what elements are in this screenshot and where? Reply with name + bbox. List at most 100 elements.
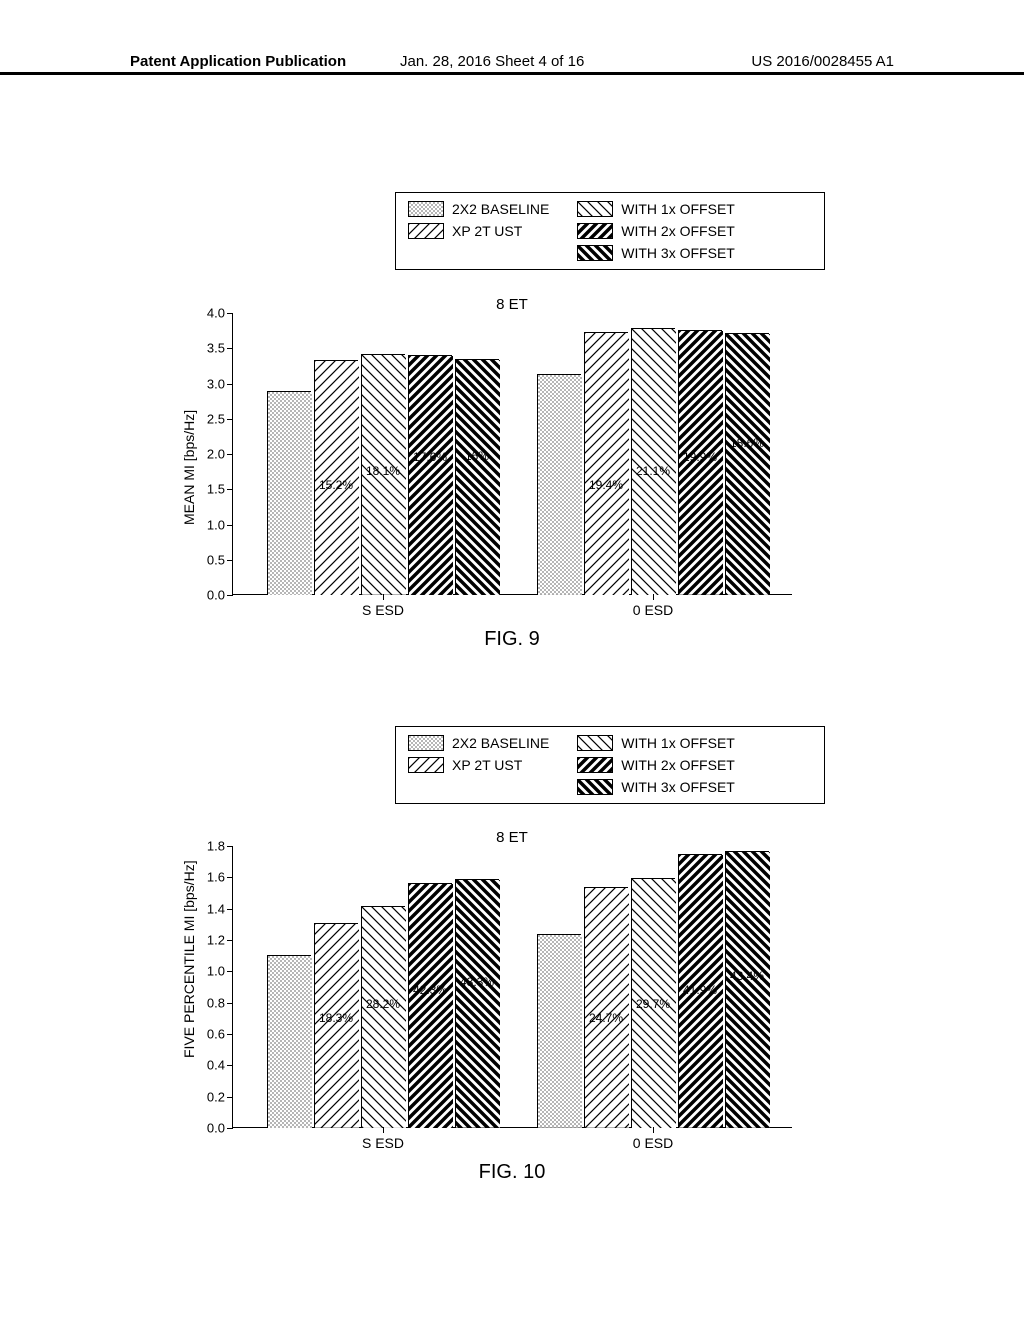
y-tick-label: 0.4 (207, 1058, 233, 1073)
legend-item: WITH 2x OFFSET (577, 757, 735, 773)
legend-label: XP 2T UST (452, 223, 522, 239)
bar (361, 906, 405, 1127)
legend-swatch-diag45-thick (577, 757, 613, 773)
y-tick-label: 3.0 (207, 376, 233, 391)
y-tick-label: 1.6 (207, 870, 233, 885)
bar (314, 360, 358, 594)
legend-item: 2X2 BASELINE (408, 735, 549, 751)
legend-label: WITH 2x OFFSET (621, 223, 735, 239)
x-tick (653, 594, 654, 600)
legend-swatch-diag135-thin (577, 201, 613, 217)
header-right: US 2016/0028455 A1 (751, 53, 894, 70)
y-tick-label: 3.5 (207, 341, 233, 356)
page-header: Patent Application Publication Jan. 28, … (0, 72, 1024, 100)
y-axis-label: FIVE PERCENTILE MI [bps/Hz] (181, 860, 197, 1058)
y-tick-label: 0.2 (207, 1089, 233, 1104)
bar-percent-label: 28.2% (366, 997, 400, 1011)
bar-percent-label: 18.6% (730, 436, 764, 450)
bar-percent-label: 19.4% (589, 478, 623, 492)
legend-item: 2X2 BASELINE (408, 201, 549, 217)
bar-percent-label: 15.2% (319, 478, 353, 492)
bar (408, 883, 452, 1127)
chart2-figure-label: FIG. 10 (479, 1161, 546, 1184)
bar (455, 879, 499, 1127)
x-tick-label: 0 ESD (633, 1135, 673, 1151)
legend-chart2: 2X2 BASELINE XP 2T UST WITH 1x OFFSET WITH … (395, 726, 825, 804)
x-tick-label: S ESD (362, 1135, 404, 1151)
y-tick-label: 4.0 (207, 306, 233, 321)
bar (314, 923, 358, 1127)
legend-label: 2X2 BASELINE (452, 735, 549, 751)
y-tick-label: 1.2 (207, 933, 233, 948)
y-tick-label: 1.0 (207, 964, 233, 979)
legend-item: WITH 1x OFFSET (577, 735, 735, 751)
chart1-figure-label: FIG. 9 (484, 628, 540, 651)
legend-swatch-diag45-thin (408, 757, 444, 773)
legend-swatch-diag45-thin (408, 223, 444, 239)
bar-percent-label: 24.7% (589, 1011, 623, 1025)
y-tick-label: 0.0 (207, 1121, 233, 1136)
bar (455, 359, 499, 594)
legend-label: WITH 1x OFFSET (621, 735, 735, 751)
chart2-plot: FIVE PERCENTILE MI [bps/Hz]0.00.20.40.60… (232, 846, 792, 1128)
legend-chart1: 2X2 BASELINE XP 2T UST WITH 1x OFFSET WITH … (395, 192, 825, 270)
bar (725, 333, 769, 594)
legend-label: WITH 3x OFFSET (621, 245, 735, 261)
header-center: Jan. 28, 2016 Sheet 4 of 16 (400, 53, 584, 70)
legend-item: XP 2T UST (408, 757, 549, 773)
legend-label: XP 2T UST (452, 757, 522, 773)
bar (584, 332, 628, 594)
bar-percent-label: 42.3% (413, 983, 447, 997)
legend-item: WITH 1x OFFSET (577, 201, 735, 217)
legend-swatch-dots (408, 735, 444, 751)
y-tick-label: 0.0 (207, 588, 233, 603)
legend-swatch-diag45-thick (577, 223, 613, 239)
legend-label: WITH 1x OFFSET (621, 201, 735, 217)
bar (725, 851, 769, 1127)
bar-percent-label: 41.9% (683, 983, 717, 997)
legend-item: WITH 3x OFFSET (577, 779, 735, 795)
bar (408, 355, 452, 594)
legend-item: WITH 3x OFFSET (577, 245, 735, 261)
y-tick-label: 2.5 (207, 411, 233, 426)
y-tick-label: 0.8 (207, 995, 233, 1010)
legend-swatch-diag135-thin (577, 735, 613, 751)
chart1-title: 8 ET (496, 296, 528, 313)
x-tick-label: 0 ESD (633, 602, 673, 618)
y-tick-label: 1.8 (207, 839, 233, 854)
bar (267, 391, 311, 594)
bar (267, 955, 311, 1127)
bar-percent-label: 16% (465, 449, 489, 463)
bar (631, 328, 675, 594)
bar-percent-label: 18.3% (319, 1011, 353, 1025)
y-tick-label: 1.5 (207, 482, 233, 497)
legend-swatch-diag135-thick (577, 245, 613, 261)
bar-percent-label: 18.1% (366, 464, 400, 478)
y-axis-label: MEAN MI [bps/Hz] (181, 409, 197, 524)
x-tick (383, 1127, 384, 1133)
bar (537, 374, 581, 594)
legend-label: WITH 2x OFFSET (621, 757, 735, 773)
y-tick-label: 2.0 (207, 447, 233, 462)
x-tick (653, 1127, 654, 1133)
y-tick-label: 0.6 (207, 1027, 233, 1042)
bar-percent-label: 21.1% (636, 464, 670, 478)
bar-percent-label: 17.6% (413, 450, 447, 464)
bar-percent-label: 19.9% (683, 450, 717, 464)
header-left: Patent Application Publication (130, 53, 346, 70)
x-tick (383, 594, 384, 600)
bar (537, 934, 581, 1127)
y-tick-label: 1.4 (207, 901, 233, 916)
chart2-title: 8 ET (496, 829, 528, 846)
legend-label: 2X2 BASELINE (452, 201, 549, 217)
legend-swatch-dots (408, 201, 444, 217)
legend-item: WITH 2x OFFSET (577, 223, 735, 239)
bar-percent-label: 43.4% (730, 969, 764, 983)
bar-percent-label: 43.3% (460, 975, 494, 989)
legend-item: XP 2T UST (408, 223, 549, 239)
bar-percent-label: 29.7% (636, 997, 670, 1011)
legend-label: WITH 3x OFFSET (621, 779, 735, 795)
legend-swatch-diag135-thick (577, 779, 613, 795)
y-tick-label: 1.0 (207, 517, 233, 532)
x-tick-label: S ESD (362, 602, 404, 618)
